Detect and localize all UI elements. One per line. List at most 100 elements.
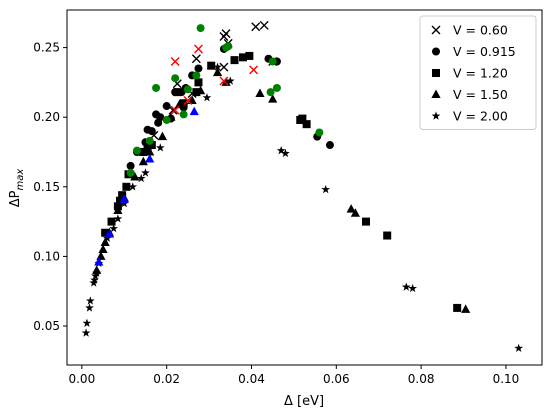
data-point: [183, 95, 193, 105]
data-point: [154, 118, 163, 127]
data-point: [219, 76, 229, 86]
series-3: [92, 67, 471, 313]
series-7: [94, 106, 199, 266]
data-point: [272, 83, 281, 92]
data-point: [119, 198, 129, 208]
data-point: [92, 268, 102, 277]
data-point: [212, 67, 223, 77]
series-2: [101, 51, 462, 312]
x-tick-label: 0.08: [408, 372, 435, 386]
data-point: [85, 303, 94, 312]
x-tick-label: 0.00: [68, 372, 95, 386]
legend-label: V = 2.00: [453, 109, 508, 124]
data-point: [195, 85, 206, 95]
data-point: [173, 88, 182, 97]
data-point: [189, 106, 199, 116]
data-point: [174, 99, 184, 109]
data-point: [90, 275, 99, 284]
data-point: [183, 85, 192, 94]
data-point: [145, 153, 155, 163]
data-point: [266, 88, 275, 97]
data-point: [221, 29, 231, 39]
y-tick-label: 0.25: [33, 41, 60, 55]
data-point: [194, 64, 203, 73]
data-point: [85, 296, 95, 305]
data-point: [145, 147, 155, 156]
legend-box: [419, 15, 537, 130]
data-point: [255, 88, 265, 98]
legend-label: V = 0.60: [453, 23, 508, 38]
data-point: [251, 22, 261, 32]
data-point: [276, 146, 286, 155]
data-point: [225, 76, 235, 85]
data-point: [249, 65, 259, 75]
data-point: [259, 20, 269, 30]
data-point: [170, 57, 180, 67]
y-axis-label: ΔPmax: [8, 169, 26, 208]
data-point: [126, 161, 135, 170]
x-tick-label: 0.04: [238, 372, 265, 386]
data-point: [239, 53, 248, 62]
data-point: [128, 182, 138, 191]
data-point: [219, 62, 229, 72]
data-point: [152, 83, 161, 92]
data-point: [157, 131, 168, 141]
data-point: [107, 217, 116, 226]
data-point: [321, 184, 331, 194]
plot-frame: [66, 9, 543, 366]
data-point: [116, 196, 125, 205]
legend-marker: [432, 69, 440, 77]
data-point: [119, 194, 129, 203]
data-point: [350, 208, 360, 217]
data-point: [104, 229, 115, 238]
y-tick-label: 0.05: [33, 319, 60, 333]
y-tick-label: 0.20: [33, 110, 60, 124]
data-point: [145, 136, 154, 145]
x-tick-label: 0.10: [493, 372, 520, 386]
legend: V = 0.60 V = 0.915 V = 1.20 V = 1.50 V = 2.0…: [419, 15, 537, 130]
data-point: [141, 168, 150, 177]
data-point: [170, 105, 180, 115]
data-point: [302, 120, 311, 129]
y-axis-label-sub: max: [15, 169, 26, 191]
data-point: [361, 217, 370, 226]
legend-label: V = 1.20: [453, 66, 508, 81]
data-point: [118, 191, 127, 200]
y-tick-label: 0.10: [33, 249, 60, 263]
data-point: [94, 256, 104, 266]
data-point: [126, 168, 135, 177]
data-point: [132, 146, 141, 155]
data-point: [315, 128, 324, 137]
data-point: [100, 237, 110, 246]
series-6: [170, 44, 259, 115]
data-point: [102, 233, 112, 243]
data-point: [138, 156, 148, 166]
data-point: [147, 141, 156, 150]
x-axis-label: Δ [eV]: [284, 394, 324, 409]
data-point: [207, 61, 216, 70]
data-point: [408, 283, 418, 293]
data-point: [298, 114, 307, 123]
data-point: [268, 57, 277, 66]
data-point: [453, 303, 462, 312]
data-point: [202, 93, 212, 102]
plot-area: [81, 20, 524, 353]
data-point: [191, 54, 201, 64]
data-point: [224, 42, 233, 51]
series-1: [126, 42, 334, 170]
x-tick-label: 0.06: [323, 372, 350, 386]
legend-label: V = 0.915: [453, 44, 516, 59]
data-point: [325, 141, 334, 150]
data-point: [401, 282, 411, 291]
data-point: [147, 127, 156, 136]
data-point: [101, 228, 110, 237]
data-point: [230, 56, 239, 65]
axes: 0.00 0.02 0.04 0.06 0.08 0.10 0.05 0.10 0.15 0.20…: [33, 41, 519, 386]
data-point: [171, 74, 180, 83]
data-point: [514, 343, 524, 353]
data-point: [139, 148, 148, 156]
data-point: [81, 328, 91, 337]
legend-marker: [432, 47, 440, 56]
y-axis-label-main: ΔP: [8, 190, 23, 207]
data-point: [192, 71, 201, 80]
